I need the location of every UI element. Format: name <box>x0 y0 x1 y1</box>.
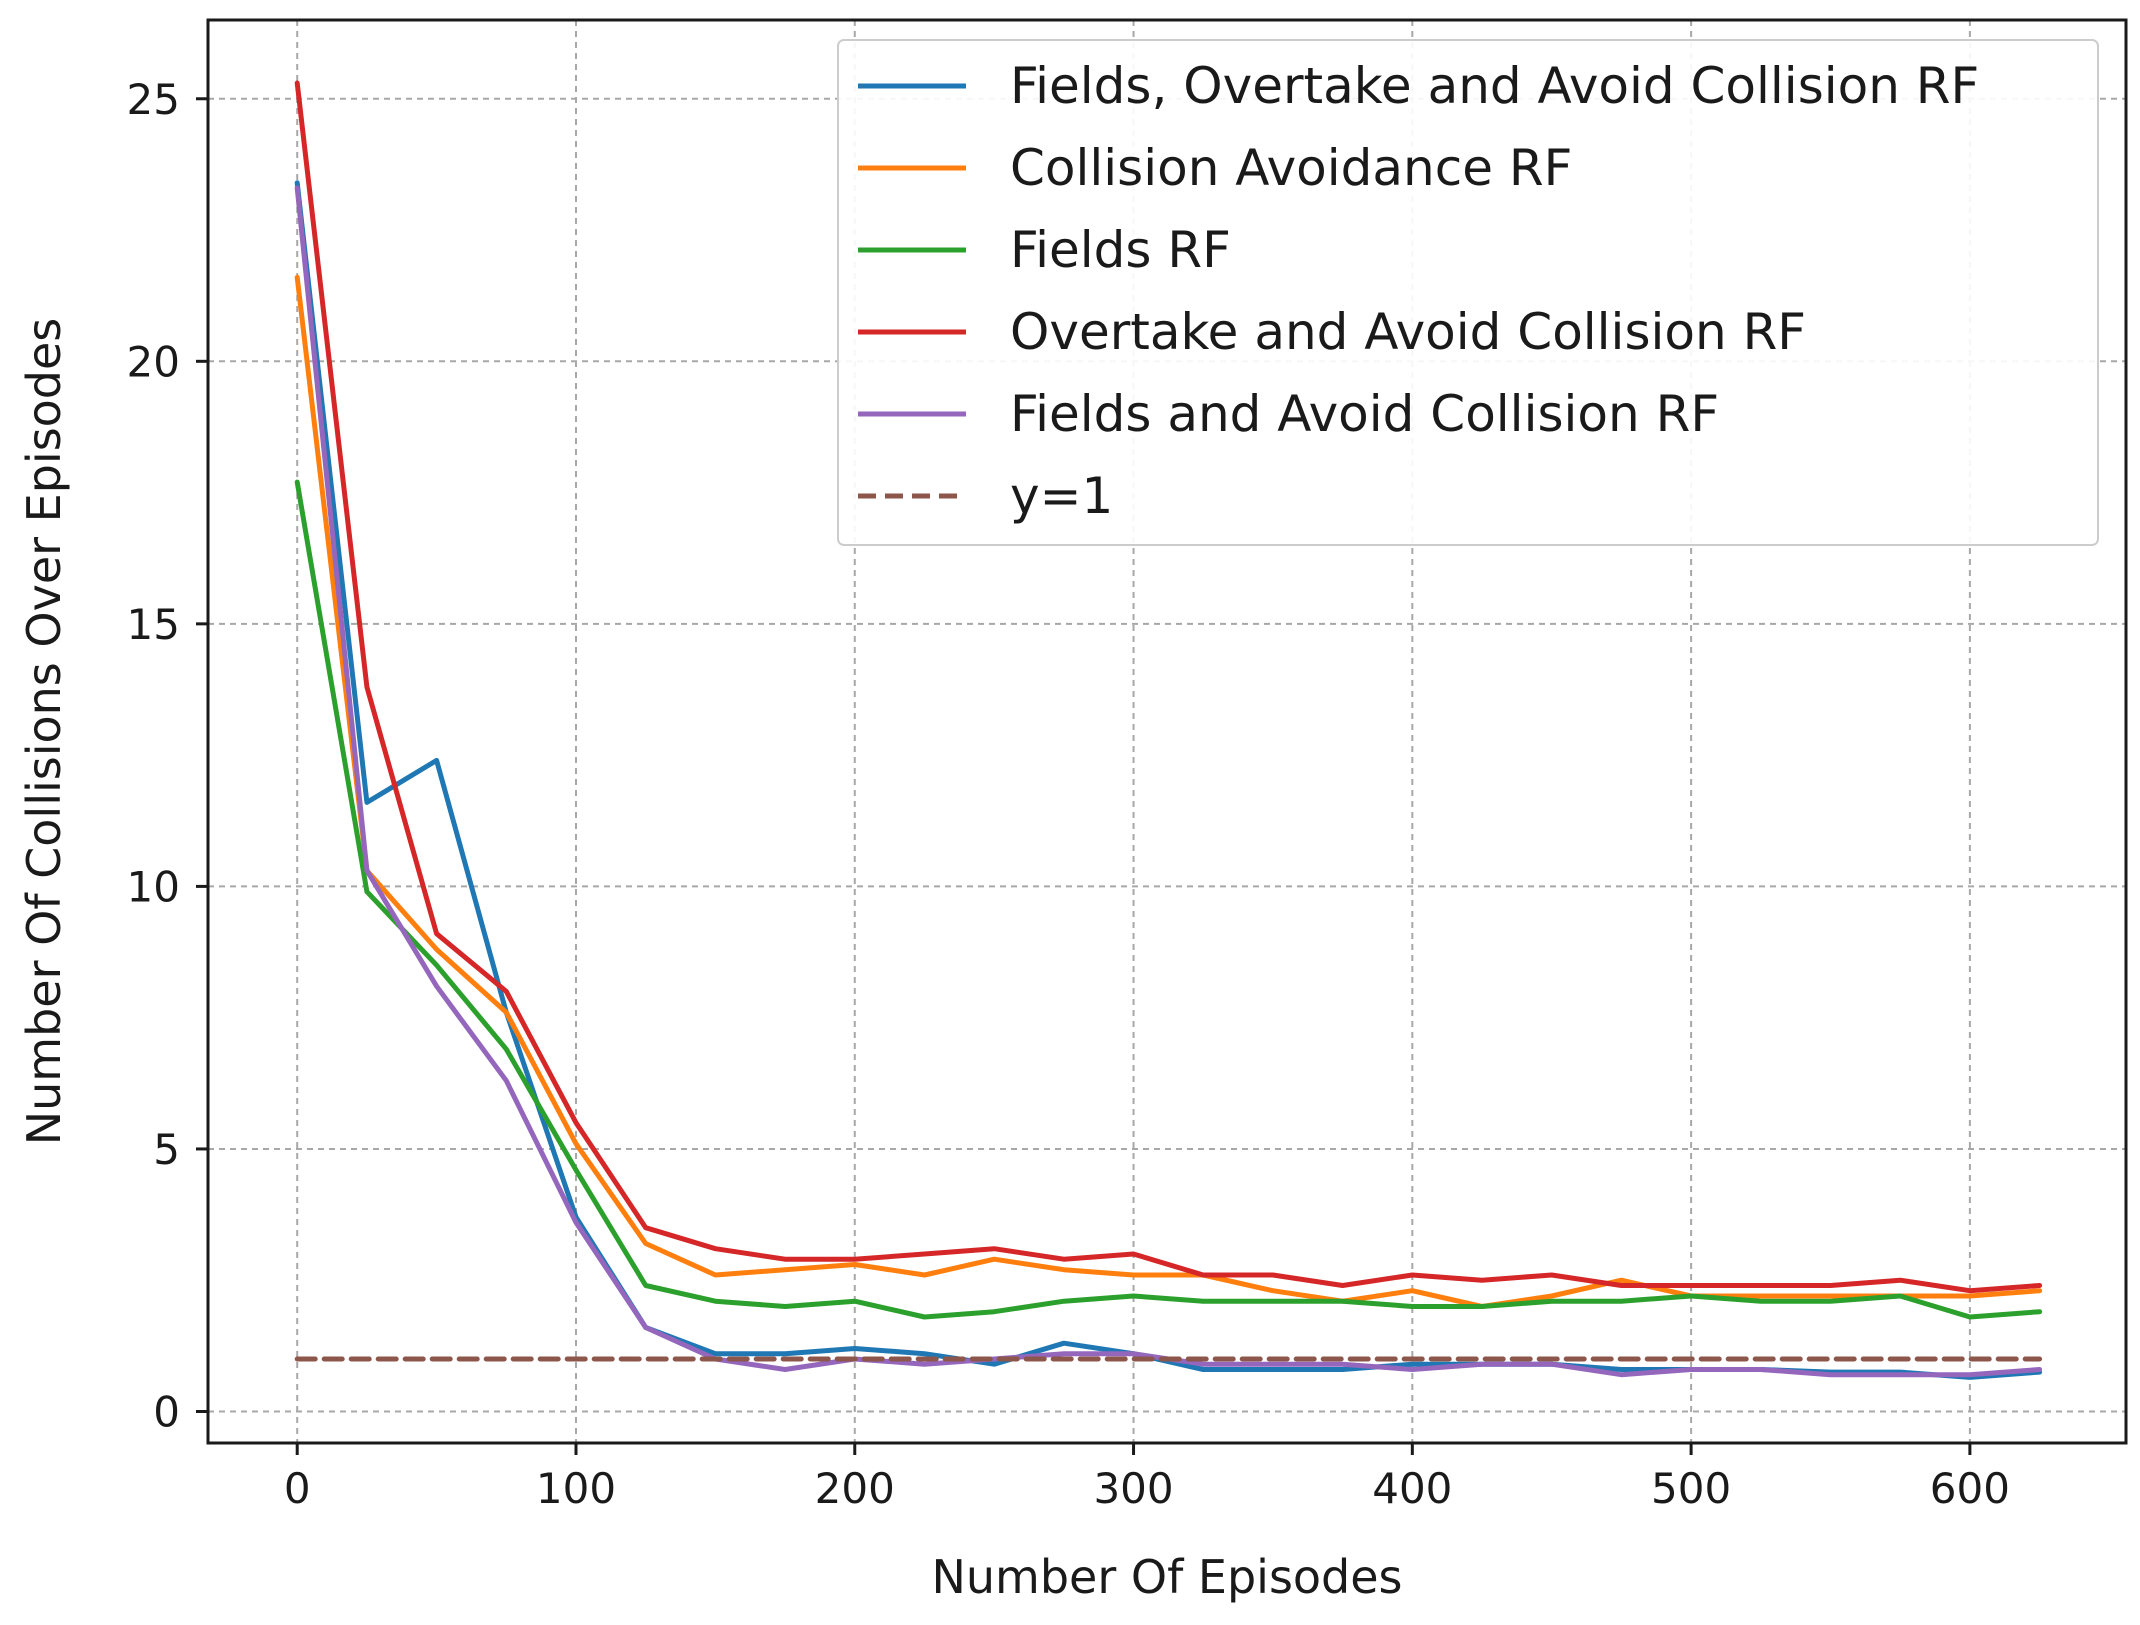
series-line-2 <box>294 274 2043 1309</box>
legend-label: y=1 <box>1010 467 1113 525</box>
x-tick-label: 300 <box>1093 1464 1173 1513</box>
y-tick-label: 5 <box>153 1125 180 1174</box>
plot-frame <box>206 18 2128 1445</box>
x-tick-label: 0 <box>284 1464 311 1513</box>
series-line-4 <box>294 80 2043 1294</box>
legend-label: Fields RF <box>1010 221 1231 279</box>
axis-ticks: 0 100 200 300 400 500 600 0 5 10 15 20 25 <box>127 75 2010 1513</box>
x-tick-label: 100 <box>536 1464 616 1513</box>
x-tick-label: 200 <box>815 1464 895 1513</box>
legend-box <box>837 39 2099 546</box>
legend-label: Fields, Overtake and Avoid Collision RF <box>1010 57 1979 115</box>
y-tick-label: 20 <box>127 337 180 386</box>
x-tick-label: 400 <box>1372 1464 1452 1513</box>
y-tick-label: 10 <box>127 862 180 911</box>
series-lines <box>294 80 2043 1380</box>
x-tick-label: 600 <box>1930 1464 2010 1513</box>
legend: Fields, Overtake and Avoid Collision RF C… <box>837 39 2099 546</box>
y-axis-label: Number Of Collisions Over Episodes <box>17 318 71 1146</box>
x-axis-label: Number Of Episodes <box>931 1550 1402 1604</box>
y-tick-label: 25 <box>127 75 180 124</box>
legend-label: Overtake and Avoid Collision RF <box>1010 303 1806 361</box>
legend-label: Collision Avoidance RF <box>1010 139 1572 197</box>
x-tick-label: 500 <box>1651 1464 1731 1513</box>
series-line-3 <box>294 479 2043 1320</box>
y-tick-label: 0 <box>153 1387 180 1436</box>
legend-label: Fields and Avoid Collision RF <box>1010 385 1719 443</box>
y-tick-label: 15 <box>127 600 180 649</box>
